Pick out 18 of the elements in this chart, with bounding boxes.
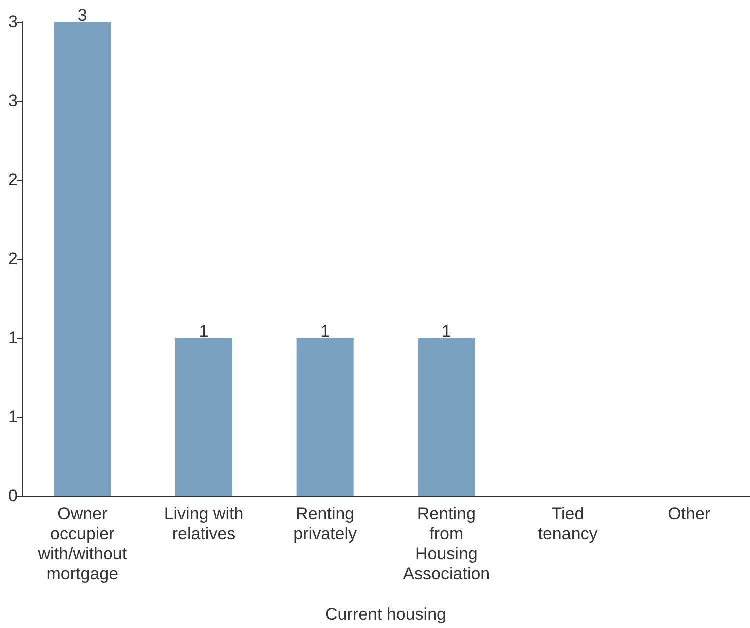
x-tick-label: Renting from Housing Association <box>403 504 490 584</box>
x-axis-title: Current housing <box>326 605 446 624</box>
data-label: 1 <box>320 322 330 341</box>
y-tick-label: 1 <box>8 328 18 348</box>
x-tick-label: Renting privately <box>294 504 358 544</box>
y-tick-label: 2 <box>8 170 18 190</box>
y-tick-label: 0 <box>8 486 18 506</box>
x-tick-label: Tied tenancy <box>538 504 598 544</box>
y-tick-label: 3 <box>8 12 18 32</box>
y-tick-label: 1 <box>8 408 18 426</box>
x-tick-label: Owner occupier with/without mortgage <box>37 504 128 584</box>
x-tick-label: Living with relatives <box>164 504 244 544</box>
y-tick-label: 3 <box>8 92 18 110</box>
x-tick-label: Other <box>668 504 711 524</box>
data-label: 1 <box>442 322 452 341</box>
data-label: 3 <box>78 6 88 25</box>
data-label: 1 <box>199 322 209 341</box>
y-tick-label: 2 <box>8 250 18 268</box>
